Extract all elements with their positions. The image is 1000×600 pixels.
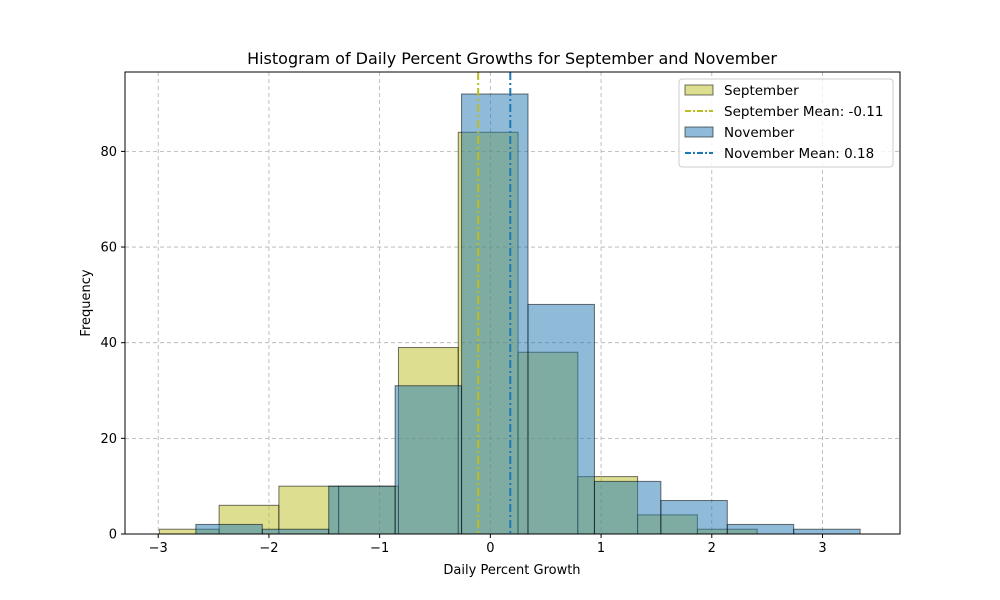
x-tick-label: −2 — [259, 541, 278, 556]
y-tick-label: 20 — [100, 432, 117, 447]
legend-september-swatch — [684, 84, 714, 96]
legend-box — [678, 78, 894, 168]
x-tick-label: 1 — [597, 541, 605, 556]
november-bar — [461, 93, 529, 535]
november-bar — [527, 303, 595, 535]
november-bar — [261, 528, 330, 535]
y-tick-label: 60 — [100, 241, 117, 256]
november-bar — [593, 480, 662, 535]
plot-frame — [124, 71, 901, 535]
november-bar — [394, 385, 463, 535]
y-axis-label: Frequency — [79, 269, 94, 336]
y-tick-label: 0 — [109, 528, 117, 543]
x-tick-label: 0 — [486, 541, 494, 556]
legend-september-label: September — [724, 83, 799, 99]
legend-november-mean-0-18-label: November Mean: 0.18 — [724, 146, 874, 162]
y-tick-label: 80 — [100, 145, 117, 160]
november-bar — [195, 523, 263, 535]
axis-ticks: −3 −2 −1 0 1 2 3 0 20 40 60 80 — [100, 145, 826, 556]
x-tick-label: 2 — [708, 541, 716, 556]
bars — [158, 93, 861, 535]
x-axis-label: Daily Percent Growth — [443, 563, 580, 578]
y-tick-label: 40 — [100, 336, 117, 351]
x-tick-label: −1 — [370, 541, 389, 556]
november-bar — [328, 485, 396, 535]
chart-title: Histogram of Daily Percent Growths for S… — [247, 49, 777, 68]
x-tick-label: 3 — [818, 541, 826, 556]
november-bar — [793, 528, 861, 535]
legend: September September Mean: -0.11 November No… — [678, 78, 894, 168]
x-tick-label: −3 — [149, 541, 168, 556]
mean-lines — [477, 72, 512, 534]
legend-november-label: November — [724, 125, 795, 141]
november-bar — [660, 500, 728, 535]
legend-november-swatch — [684, 126, 714, 138]
november-bar — [726, 523, 795, 535]
legend-september-mean-0-11-label: September Mean: -0.11 — [724, 104, 883, 120]
